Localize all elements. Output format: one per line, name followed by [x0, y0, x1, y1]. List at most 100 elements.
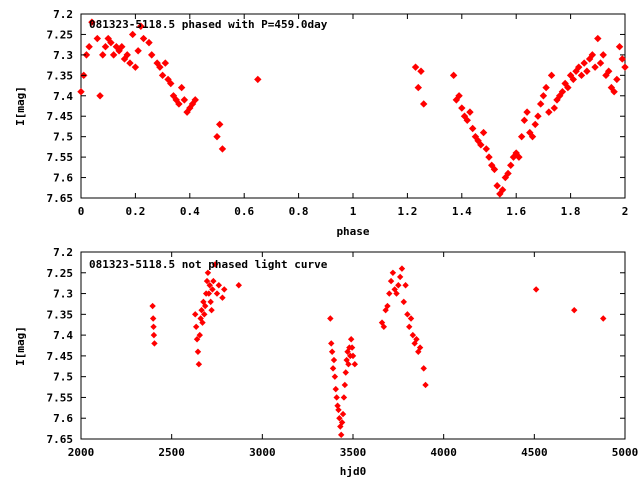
phased-x-axis-label: phase	[336, 225, 369, 238]
phased-y-tick-label: 7.55	[47, 151, 74, 164]
unphased-data-point	[382, 306, 389, 314]
unphased-data-point	[342, 369, 349, 376]
unphased-data-point	[349, 352, 357, 360]
unphased-data-point	[338, 419, 346, 426]
phased-data-point	[460, 112, 469, 120]
phased-data-point	[216, 120, 224, 129]
phased-data-point	[167, 79, 175, 88]
phased-data-point	[585, 55, 594, 63]
unphased-data-point	[329, 365, 337, 372]
phased-data-point	[96, 92, 104, 100]
unphased-data-point	[384, 302, 391, 310]
unphased-data-point	[210, 277, 217, 285]
phased-data-point	[172, 96, 180, 104]
unphased-data-point	[330, 356, 338, 364]
phased-data-point	[452, 96, 461, 104]
unphased-y-tick-label: 7.4	[53, 329, 73, 342]
unphased-data-point	[196, 331, 203, 339]
phased-data-point	[463, 116, 471, 125]
phased-x-tick-label: 1.2	[397, 205, 417, 218]
phased-data-point	[482, 145, 490, 153]
unphased-y-tick-label: 7.65	[47, 433, 74, 446]
unphased-data-point	[206, 282, 213, 289]
phased-data-point	[458, 104, 466, 112]
unphased-data-point	[150, 331, 158, 339]
phased-data-point	[213, 132, 221, 141]
phased-data-point	[490, 165, 499, 174]
phased-data-point	[536, 100, 545, 108]
unphased-data-point	[213, 290, 221, 297]
unphased-data-point	[386, 290, 393, 297]
phased-data-point	[85, 43, 93, 51]
phased-x-tick-label: 1.6	[506, 205, 526, 218]
unphased-data-point	[215, 282, 223, 289]
unphased-x-tick-label: 2500	[158, 446, 185, 459]
phased-data-point	[577, 71, 586, 80]
phased-y-tick-label: 7.35	[47, 69, 74, 82]
unphased-data-point	[339, 410, 347, 418]
unphased-data-point	[203, 277, 211, 285]
unphased-data-point	[571, 306, 578, 314]
unphased-data-point	[340, 394, 348, 401]
unphased-y-tick-label: 7.5	[53, 371, 73, 384]
unphased-y-tick-label: 7.25	[47, 267, 74, 280]
phased-plot-frame	[80, 13, 626, 199]
unphased-data-point	[378, 319, 386, 326]
unphased-x-tick-label: 5000	[612, 446, 639, 459]
unphased-chart-title: 081323-5118.5 not phased light curve	[89, 258, 328, 271]
unphased-data-point	[402, 282, 409, 289]
unphased-data-point	[327, 315, 334, 322]
unphased-data-point	[336, 415, 343, 422]
phased-data-point	[139, 34, 148, 43]
unphased-data-point	[149, 302, 156, 310]
phased-data-point	[561, 79, 569, 88]
unphased-y-tick-label: 7.35	[47, 308, 74, 321]
unphased-data-point	[192, 323, 200, 331]
unphased-data-point	[411, 340, 418, 347]
phased-data-point	[93, 34, 102, 43]
phased-data-point	[545, 108, 553, 116]
phased-data-point	[191, 96, 199, 104]
phased-x-tick-label: 0.6	[234, 205, 254, 218]
phased-data-point	[528, 132, 537, 141]
phased-data-point	[420, 100, 428, 108]
unphased-data-point	[333, 394, 340, 401]
phased-panel: 0 0.2 0.4 0.6 0.8 1 1.2 1.4 1.6 1.8 2 7.2 7.25 7.3 7.3…	[14, 8, 629, 238]
unphased-data-point	[207, 298, 214, 306]
unphased-x-axis-label: hjd0	[340, 465, 367, 478]
unphased-data-point	[151, 340, 158, 347]
phased-data-point	[177, 83, 186, 92]
unphased-data-point	[389, 269, 397, 276]
unphased-y-tick-label: 7.6	[53, 412, 73, 425]
unphased-data-point	[205, 290, 213, 297]
unphased-data-point	[209, 286, 216, 293]
phased-data-point	[411, 63, 420, 71]
phased-data-point	[542, 83, 550, 92]
unphased-data-point	[193, 336, 201, 343]
phased-data-point	[575, 63, 583, 71]
phased-data-point	[145, 38, 153, 47]
unphased-data-point	[211, 261, 219, 268]
unphased-data-point	[348, 344, 356, 351]
unphased-data-point	[150, 323, 157, 331]
unphased-y-tick-label: 7.2	[53, 246, 73, 259]
unphased-data-point	[194, 348, 202, 355]
phased-y-tick-label: 7.5	[53, 131, 73, 144]
phased-data-point	[188, 100, 197, 108]
phased-data-point	[128, 30, 137, 39]
phased-data-point	[148, 51, 156, 59]
phased-data-point	[564, 83, 572, 92]
phased-y-tick-label: 7.4	[53, 90, 73, 103]
phased-x-tick-label: 2	[622, 205, 629, 218]
phased-data-point	[498, 186, 507, 194]
phased-data-point	[569, 75, 578, 84]
phased-data-point	[414, 83, 422, 92]
phased-data-point	[88, 18, 96, 26]
phased-data-point	[186, 104, 194, 112]
phased-data-point	[455, 92, 463, 100]
unphased-data-point	[422, 381, 429, 389]
phased-data-point	[485, 153, 493, 161]
phased-markers	[77, 18, 629, 198]
phased-chart-title: 081323-5118.5 phased with P=459.0day	[89, 18, 328, 31]
